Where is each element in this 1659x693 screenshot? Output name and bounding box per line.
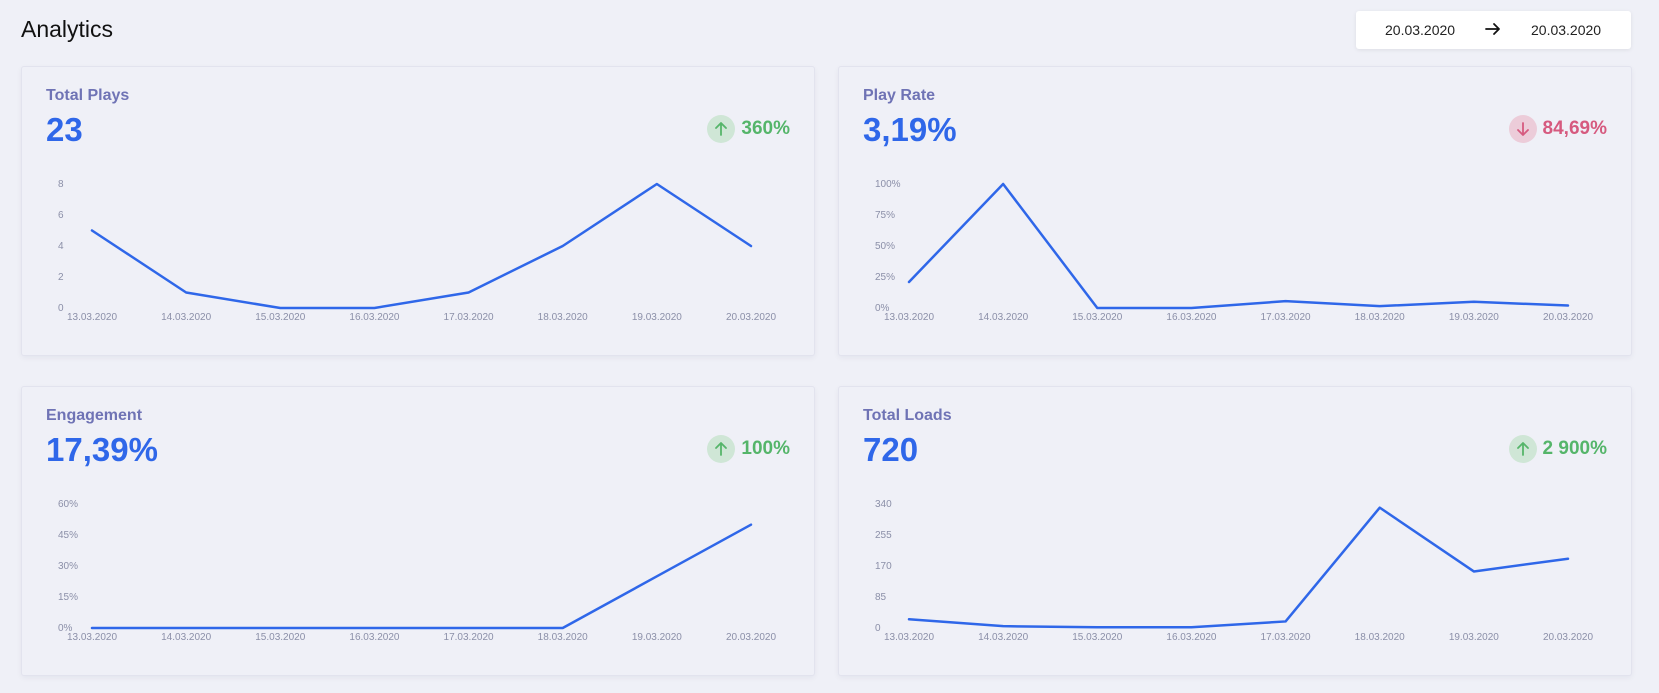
card-value: 3,19% <box>863 111 957 148</box>
x-tick-label: 20.03.2020 <box>726 632 776 643</box>
change-badge: 360% <box>707 115 790 143</box>
card-title: Total Loads <box>863 407 952 424</box>
x-tick-label: 14.03.2020 <box>161 312 211 323</box>
arrow-down-icon <box>1508 115 1537 143</box>
y-tick-label: 50% <box>875 241 895 252</box>
line-chart: 0 2 4 6 8 13.03.2020 14.03.2020 15.03.2020 16.03… <box>58 179 776 323</box>
y-tick-label: 170 <box>875 561 892 572</box>
x-tick-label: 20.03.2020 <box>1543 632 1593 643</box>
arrow-up-icon <box>707 115 736 143</box>
change-badge: 100% <box>707 435 790 463</box>
x-tick-label: 17.03.2020 <box>1261 632 1311 643</box>
card-title: Engagement <box>46 407 143 424</box>
x-tick-label: 19.03.2020 <box>632 632 682 643</box>
arrow-up-icon <box>707 435 736 463</box>
page-title: Analytics <box>21 16 114 42</box>
y-tick-label: 340 <box>875 499 892 510</box>
y-tick-label: 255 <box>875 530 892 541</box>
series-line <box>907 182 1570 310</box>
x-tick-label: 16.03.2020 <box>349 312 399 323</box>
change-label: 360% <box>741 118 790 139</box>
x-tick-label: 19.03.2020 <box>632 312 682 323</box>
y-tick-label: 75% <box>875 210 895 221</box>
x-tick-label: 15.03.2020 <box>255 312 305 323</box>
x-tick-label: 17.03.2020 <box>444 312 494 323</box>
x-tick-label: 13.03.2020 <box>884 632 934 643</box>
arrow-up-icon <box>1508 435 1537 463</box>
x-tick-label: 14.03.2020 <box>161 632 211 643</box>
line-chart: 0 85 170 255 340 13.03.2020 14.03.2020 15.03.20… <box>875 499 1593 643</box>
card-total-plays: Total Plays 23 360% 0 2 4 6 8 13.03.2020 14.03… <box>21 66 815 356</box>
y-tick-label: 100% <box>875 179 901 190</box>
x-tick-label: 13.03.2020 <box>884 312 934 323</box>
change-badge: 84,69% <box>1508 115 1607 143</box>
x-tick-label: 16.03.2020 <box>1166 312 1216 323</box>
card-title: Total Plays <box>46 87 130 104</box>
x-tick-label: 18.03.2020 <box>538 312 588 323</box>
card-engagement: Engagement 17,39% 100% 0% 15% 30% 45% 60% 13.… <box>21 386 815 676</box>
arrow-right-icon <box>1485 23 1500 35</box>
x-tick-label: 19.03.2020 <box>1449 632 1499 643</box>
y-tick-label: 15% <box>58 592 78 603</box>
x-tick-label: 15.03.2020 <box>1072 632 1122 643</box>
x-tick-label: 18.03.2020 <box>1355 312 1405 323</box>
change-label: 84,69% <box>1542 118 1607 139</box>
card-value: 23 <box>46 111 83 148</box>
x-tick-label: 18.03.2020 <box>1355 632 1405 643</box>
card-value: 17,39% <box>46 431 158 468</box>
y-tick-label: 0 <box>58 303 64 314</box>
x-tick-label: 18.03.2020 <box>538 632 588 643</box>
x-tick-label: 16.03.2020 <box>1166 632 1216 643</box>
x-tick-label: 19.03.2020 <box>1449 312 1499 323</box>
y-tick-label: 45% <box>58 530 78 541</box>
date-range-end[interactable]: 20.03.2020 <box>1531 22 1602 38</box>
y-tick-label: 2 <box>58 272 64 283</box>
y-tick-label: 30% <box>58 561 78 572</box>
series-line <box>907 506 1570 629</box>
y-tick-label: 4 <box>58 241 64 252</box>
y-tick-label: 85 <box>875 592 887 603</box>
change-label: 2 900% <box>1542 438 1607 459</box>
card-play-rate: Play Rate 3,19% 84,69% 0% 25% 50% 75% 100% 13… <box>838 66 1632 356</box>
x-tick-label: 15.03.2020 <box>1072 312 1122 323</box>
change-badge: 2 900% <box>1508 435 1607 463</box>
date-range-start[interactable]: 20.03.2020 <box>1385 22 1456 38</box>
x-tick-label: 17.03.2020 <box>444 632 494 643</box>
date-range-picker[interactable]: 20.03.2020 20.03.2020 <box>1356 11 1631 49</box>
line-chart: 0% 25% 50% 75% 100% 13.03.2020 14.03.2020 15.03… <box>875 179 1593 323</box>
x-tick-label: 20.03.2020 <box>1543 312 1593 323</box>
card-value: 720 <box>863 431 919 468</box>
x-tick-label: 13.03.2020 <box>67 312 117 323</box>
series-line <box>90 523 753 630</box>
x-tick-label: 14.03.2020 <box>978 632 1028 643</box>
y-tick-label: 0 <box>875 623 881 634</box>
card-title: Play Rate <box>863 87 936 104</box>
series-line <box>90 182 753 310</box>
line-chart: 0% 15% 30% 45% 60% 13.03.2020 14.03.2020 15.03.… <box>58 499 776 643</box>
y-tick-label: 6 <box>58 210 64 221</box>
x-tick-label: 16.03.2020 <box>349 632 399 643</box>
x-tick-label: 20.03.2020 <box>726 312 776 323</box>
change-label: 100% <box>741 438 790 459</box>
x-tick-label: 15.03.2020 <box>255 632 305 643</box>
y-tick-label: 0% <box>875 303 890 314</box>
y-tick-label: 25% <box>875 272 895 283</box>
x-tick-label: 17.03.2020 <box>1261 312 1311 323</box>
card-total-loads: Total Loads 720 2 900% 0 85 170 255 340 13.03… <box>838 386 1632 676</box>
x-tick-label: 13.03.2020 <box>67 632 117 643</box>
y-tick-label: 8 <box>58 179 64 190</box>
x-tick-label: 14.03.2020 <box>978 312 1028 323</box>
y-tick-label: 60% <box>58 499 78 510</box>
y-tick-label: 0% <box>58 623 73 634</box>
